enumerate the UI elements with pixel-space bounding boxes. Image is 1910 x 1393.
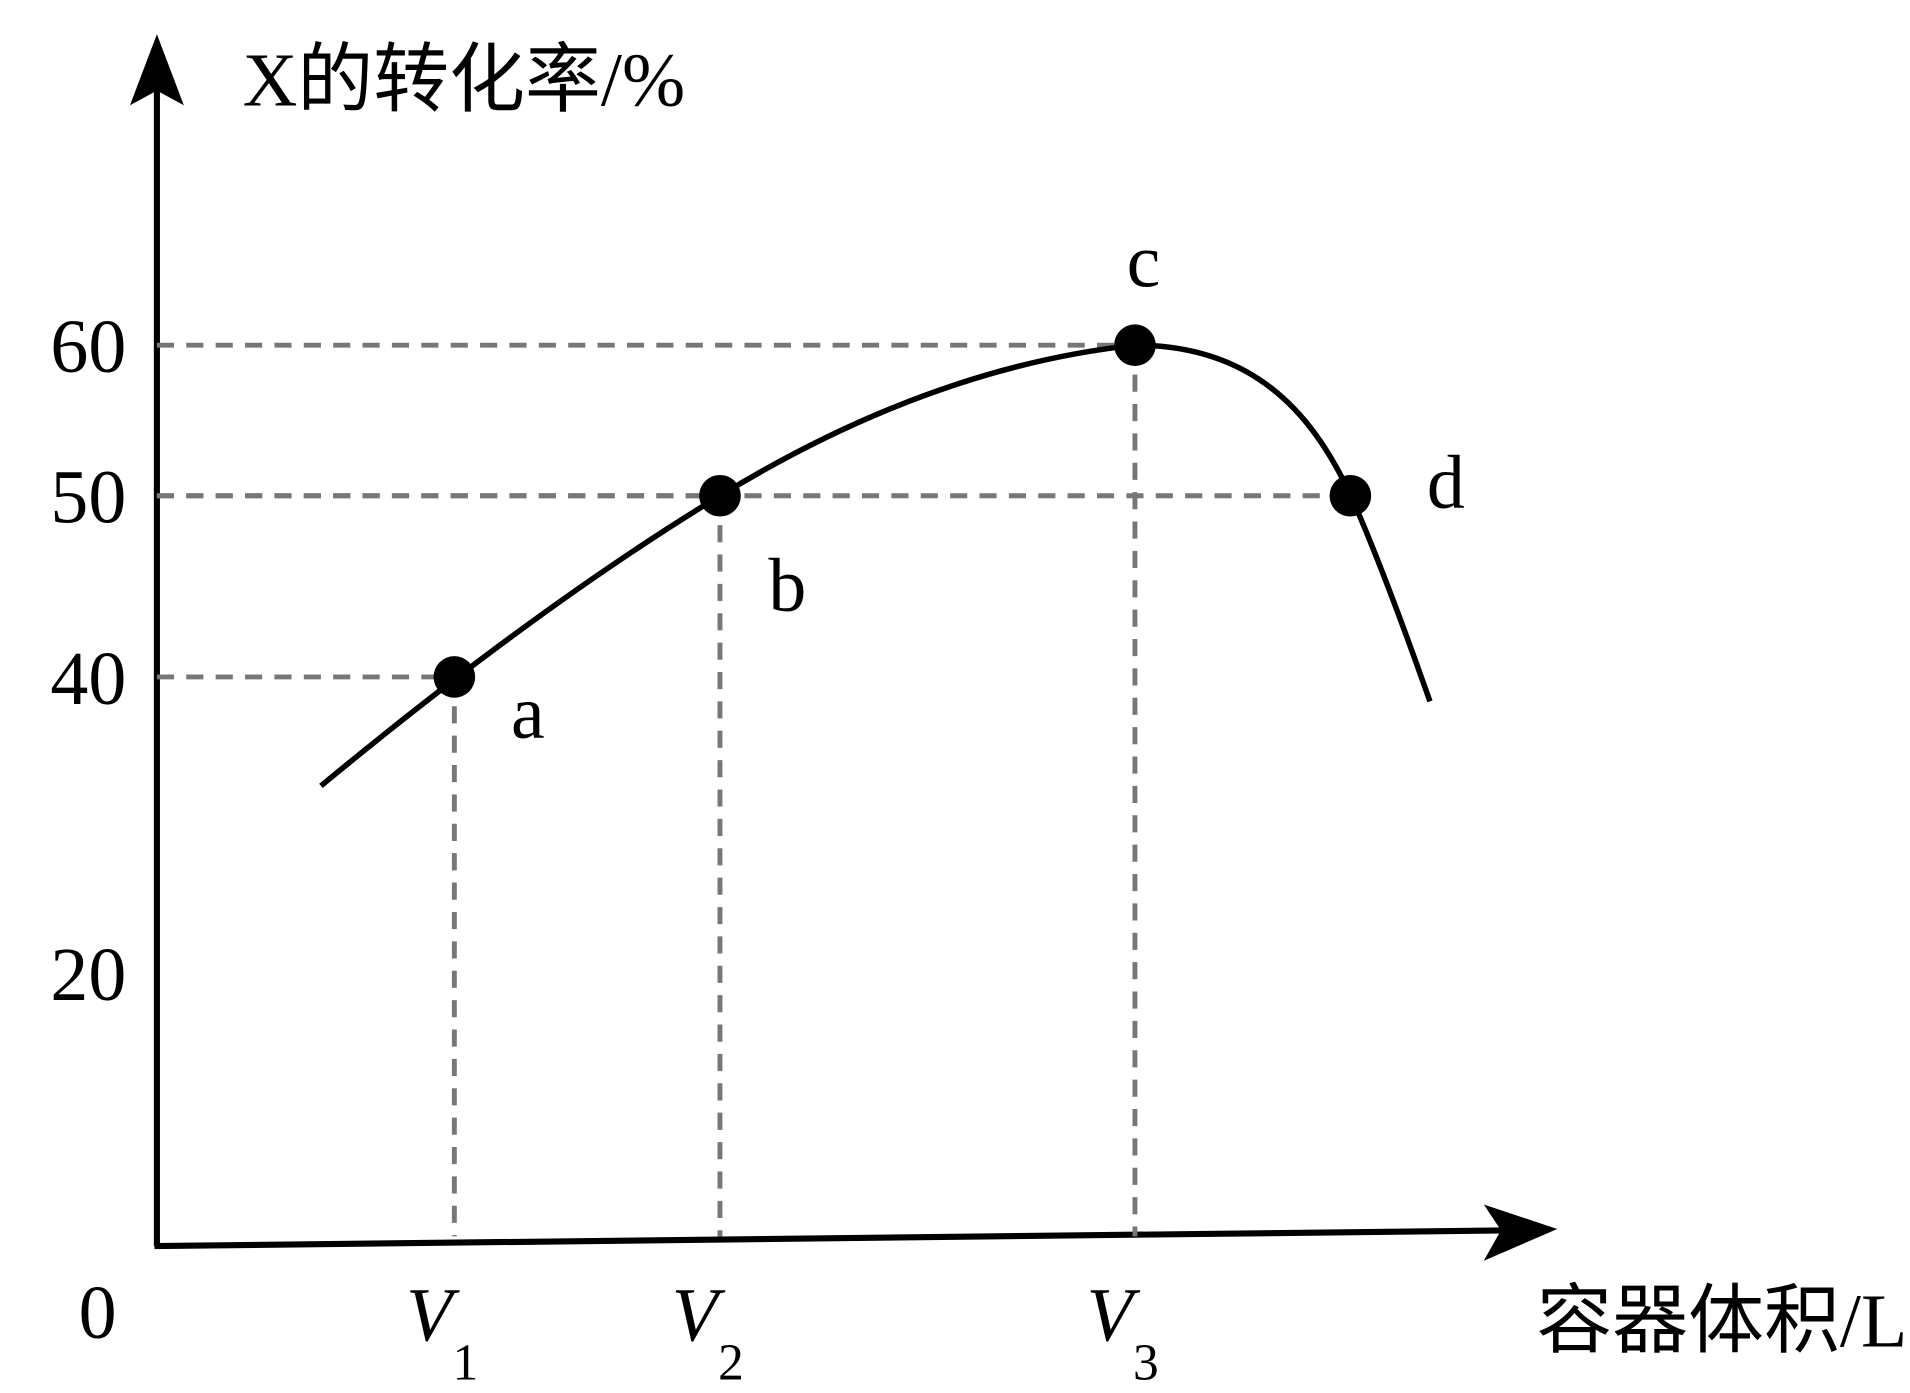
- x-tick-symbol: V: [1087, 1273, 1141, 1357]
- x-tick-label: V3: [1087, 1273, 1159, 1391]
- x-tick-subscript: 2: [718, 1335, 744, 1392]
- x-axis-arrow: [1483, 1204, 1558, 1261]
- point-label: d: [1427, 441, 1465, 525]
- point-label: b: [768, 544, 806, 628]
- y-tick-label: 0: [79, 1271, 117, 1355]
- x-tick-subscript: 3: [1133, 1335, 1159, 1392]
- x-tick-subscript: 1: [452, 1335, 478, 1392]
- point-label: a: [511, 671, 545, 755]
- y-tick-label: 60: [50, 305, 126, 389]
- x-tick-label: V2: [672, 1273, 744, 1391]
- point: [699, 474, 741, 517]
- x-tick-label: V1: [406, 1273, 478, 1391]
- point: [1329, 474, 1372, 517]
- y-tick-label: 50: [50, 456, 126, 540]
- x-axis-title: 容器体积/L: [1536, 1279, 1907, 1363]
- x-tick-symbol: V: [672, 1273, 726, 1357]
- point-label: c: [1127, 219, 1161, 303]
- x-axis: [154, 1227, 1525, 1250]
- point: [433, 656, 476, 698]
- curve: [319, 342, 1433, 788]
- x-tick-symbol: V: [406, 1273, 460, 1357]
- y-tick-label: 40: [50, 637, 126, 721]
- y-axis-title: X的转化率/%: [243, 38, 686, 122]
- point: [1114, 324, 1156, 366]
- y-tick-label: 20: [50, 933, 126, 1017]
- y-axis-arrow: [129, 34, 184, 106]
